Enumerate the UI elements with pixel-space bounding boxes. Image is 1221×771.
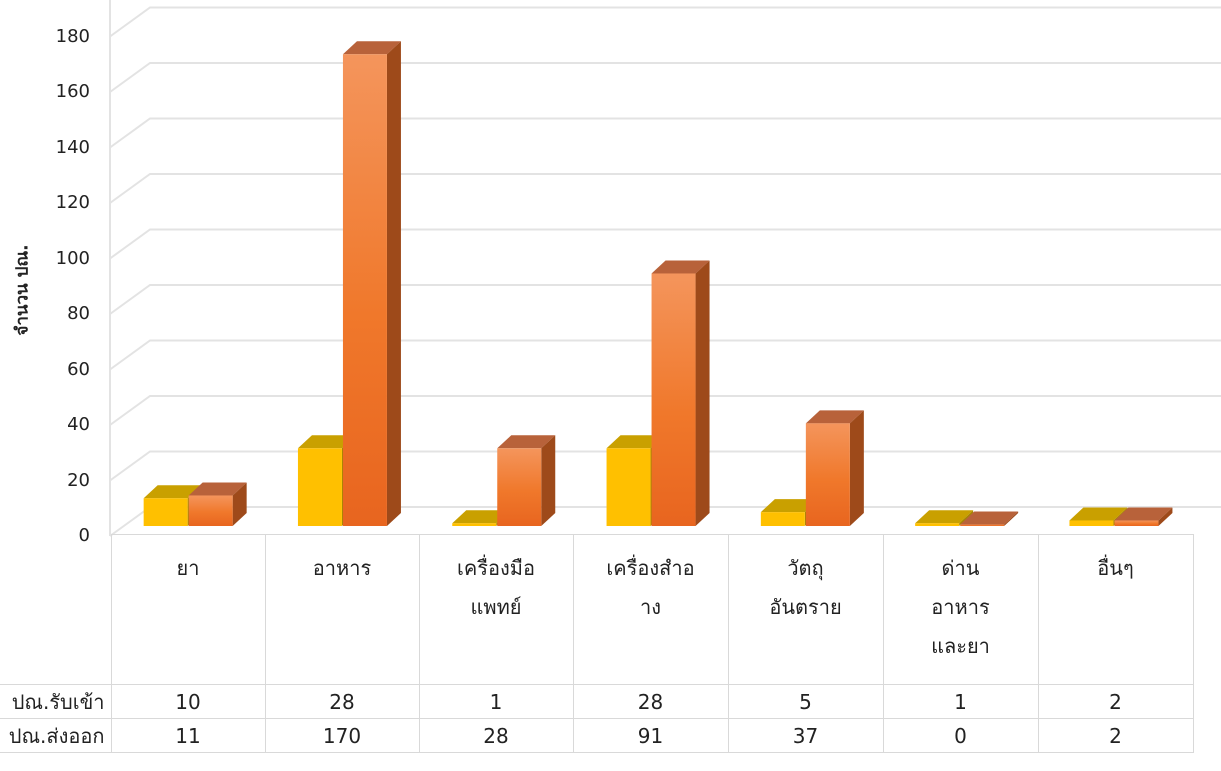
bar-exported xyxy=(805,410,864,526)
y-tick-label: 40 xyxy=(67,414,90,435)
bar-exported xyxy=(960,511,1019,526)
category-label: ด่าน อาหาร และยา xyxy=(882,534,1039,685)
series-label-in: ปณ.รับเข้า xyxy=(0,684,112,719)
gridline xyxy=(109,6,1221,38)
table-corner xyxy=(0,535,111,685)
bar-exported xyxy=(188,482,247,526)
data-table: ยา อาหาร เครื่องมือ แพทย์ เครื่องสำอ าง วัตถุอ… xyxy=(0,534,1194,753)
y-tick-label: 100 xyxy=(55,247,90,269)
value-cell: 10 xyxy=(110,684,266,719)
bar-exported xyxy=(342,41,401,526)
bar-exported xyxy=(1114,507,1173,526)
value-cell: 28 xyxy=(418,718,574,753)
bar-exported xyxy=(651,260,710,526)
gridline xyxy=(109,284,1221,315)
value-cell: 5 xyxy=(727,684,884,719)
category-label: อาหาร xyxy=(264,534,420,685)
y-axis-title: จำนวน ปณ. xyxy=(2,180,42,400)
value-cell: 2 xyxy=(1037,718,1194,753)
value-cell: 11 xyxy=(110,718,266,753)
y-tick-label: 60 xyxy=(67,358,90,380)
category-label: ยา xyxy=(110,534,266,685)
gridline xyxy=(109,395,1221,426)
series-row-out: ปณ.ส่งออก 11 170 28 91 37 0 2 xyxy=(0,718,1194,753)
series-row-in: ปณ.รับเข้า 10 28 1 28 5 1 2 xyxy=(0,684,1194,719)
bar-received xyxy=(915,510,974,526)
value-cell: 28 xyxy=(264,684,420,719)
value-cell: 170 xyxy=(264,718,420,753)
gridline xyxy=(109,62,1221,93)
y-tick-label: 140 xyxy=(55,136,90,158)
gridline xyxy=(109,450,1221,482)
value-cell: 37 xyxy=(727,718,884,753)
gridline xyxy=(109,117,1221,149)
series-label-out: ปณ.ส่งออก xyxy=(0,718,112,753)
value-cell: 91 xyxy=(572,718,729,753)
y-tick-label: 0 xyxy=(78,525,90,546)
gridline xyxy=(109,173,1221,204)
category-label: วัตถุ อันตราย xyxy=(727,534,884,685)
category-label: เครื่องสำอ าง xyxy=(572,534,729,685)
y-tick-label: 160 xyxy=(55,81,90,102)
y-tick-label: 120 xyxy=(55,192,90,213)
y-tick-label: 180 xyxy=(55,25,90,47)
value-cell: 2 xyxy=(1037,684,1194,719)
y-tick-label: 80 xyxy=(67,303,90,324)
value-cell: 0 xyxy=(882,718,1039,753)
gridline xyxy=(109,228,1221,260)
value-cell: 1 xyxy=(882,684,1039,719)
gridline xyxy=(109,339,1221,371)
chart-3d-bars xyxy=(109,0,1221,537)
value-cell: 1 xyxy=(418,684,574,719)
value-cell: 28 xyxy=(572,684,729,719)
category-label: อื่นๆ xyxy=(1037,534,1194,685)
y-axis-title-text: จำนวน ปณ. xyxy=(12,244,33,336)
category-label: เครื่องมือ แพทย์ xyxy=(418,534,574,685)
category-row: ยา อาหาร เครื่องมือ แพทย์ เครื่องสำอ าง วัตถุอ… xyxy=(0,534,1194,685)
y-tick-label: 20 xyxy=(67,469,90,491)
bar-exported xyxy=(497,435,556,526)
